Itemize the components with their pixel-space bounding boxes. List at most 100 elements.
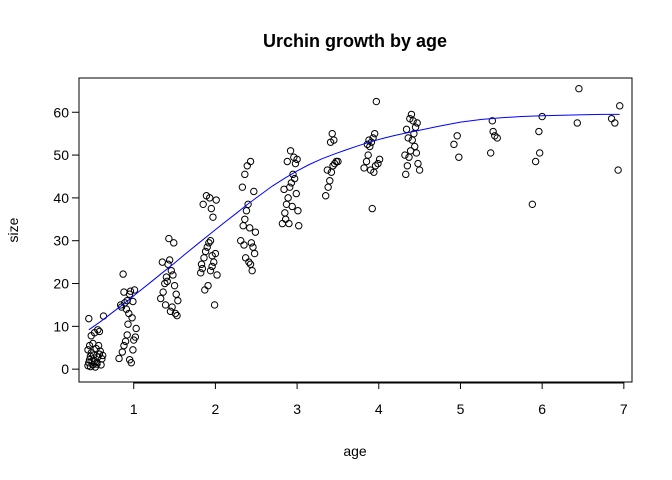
y-axis-label: size [5, 217, 21, 242]
data-point [453, 132, 461, 140]
data-point [250, 187, 258, 196]
data-point [493, 134, 501, 142]
data-point [616, 102, 624, 110]
data-point [129, 297, 137, 306]
data-point [362, 157, 371, 166]
y-tick-label: 10 [53, 318, 69, 334]
data-point [250, 249, 259, 258]
data-point [293, 155, 301, 164]
y-axis: 0 10 20 30 40 50 60 [53, 104, 80, 377]
data-point [489, 127, 497, 136]
y-tick-label: 50 [53, 147, 69, 163]
data-point [203, 243, 211, 251]
x-tick-label: 4 [375, 401, 383, 417]
data-point [208, 262, 216, 271]
data-point [93, 358, 101, 367]
data-point [85, 314, 93, 323]
data-point [488, 117, 497, 125]
data-point [123, 331, 131, 339]
x-tick-label: 7 [620, 401, 628, 417]
data-point [206, 237, 215, 245]
data-point [368, 204, 376, 213]
data-point [413, 119, 421, 127]
data-point [199, 200, 207, 209]
x-tick-label: 3 [293, 401, 301, 417]
data-point [491, 132, 499, 140]
data-point [90, 351, 98, 359]
data-point [98, 351, 107, 360]
data-point [242, 207, 251, 215]
data-point [528, 200, 537, 209]
data-point [240, 241, 248, 249]
y-tick-label: 30 [53, 233, 69, 249]
data-point [241, 215, 249, 223]
x-tick-label: 6 [538, 401, 546, 417]
x-tick-label: 1 [130, 401, 138, 417]
data-point [287, 179, 296, 187]
data-point [86, 362, 95, 371]
x-tick-label: 2 [212, 401, 220, 417]
data-point [328, 129, 336, 138]
data-point [168, 303, 176, 311]
data-point [246, 157, 255, 166]
data-point [197, 269, 205, 277]
data-point [94, 326, 102, 334]
data-point [289, 170, 297, 179]
data-point [611, 119, 619, 127]
data-point [321, 192, 330, 200]
data-point [247, 239, 256, 247]
data-point [372, 97, 381, 106]
data-point [486, 149, 495, 157]
data-point [162, 273, 171, 281]
data-point [365, 136, 373, 144]
data-point [205, 194, 214, 202]
data-point [360, 164, 368, 172]
data-point [123, 296, 131, 305]
data-point [401, 151, 409, 159]
data-point [237, 237, 245, 245]
data-point [238, 183, 247, 191]
data-point [412, 149, 421, 157]
fitted-growth-curve [88, 113, 620, 331]
data-point [210, 301, 219, 309]
data-point [607, 114, 616, 123]
data-point [122, 305, 131, 313]
data-point [171, 309, 180, 318]
data-point [201, 247, 210, 256]
y-tick-label: 20 [53, 276, 69, 292]
data-point [120, 288, 128, 296]
data-point [126, 287, 135, 295]
data-point [96, 347, 104, 355]
data-point [169, 271, 177, 279]
data-point [284, 194, 292, 202]
data-point [294, 207, 302, 215]
data-point [207, 204, 216, 213]
data-point [245, 258, 253, 266]
data-point [415, 166, 424, 174]
data-point [278, 219, 287, 228]
data-point [204, 281, 212, 290]
data-point [246, 260, 255, 268]
data-point [326, 177, 334, 185]
data-point [323, 166, 332, 174]
data-point [198, 264, 207, 273]
data-point [375, 155, 384, 164]
y-tick-label: 40 [53, 190, 69, 206]
data-point [295, 222, 303, 230]
data-point [212, 196, 220, 204]
data-point [404, 134, 412, 142]
chart-title: Urchin growth by age [263, 31, 447, 51]
data-point [173, 311, 181, 320]
data-point [535, 149, 544, 157]
data-point [364, 151, 372, 159]
data-point [174, 296, 182, 305]
data-points [84, 85, 624, 371]
x-axis-label: age [343, 443, 367, 459]
data-point [402, 170, 410, 179]
data-point [403, 162, 412, 170]
data-point [115, 354, 123, 363]
data-point [124, 320, 132, 328]
data-point [130, 286, 139, 294]
data-point [132, 324, 140, 333]
